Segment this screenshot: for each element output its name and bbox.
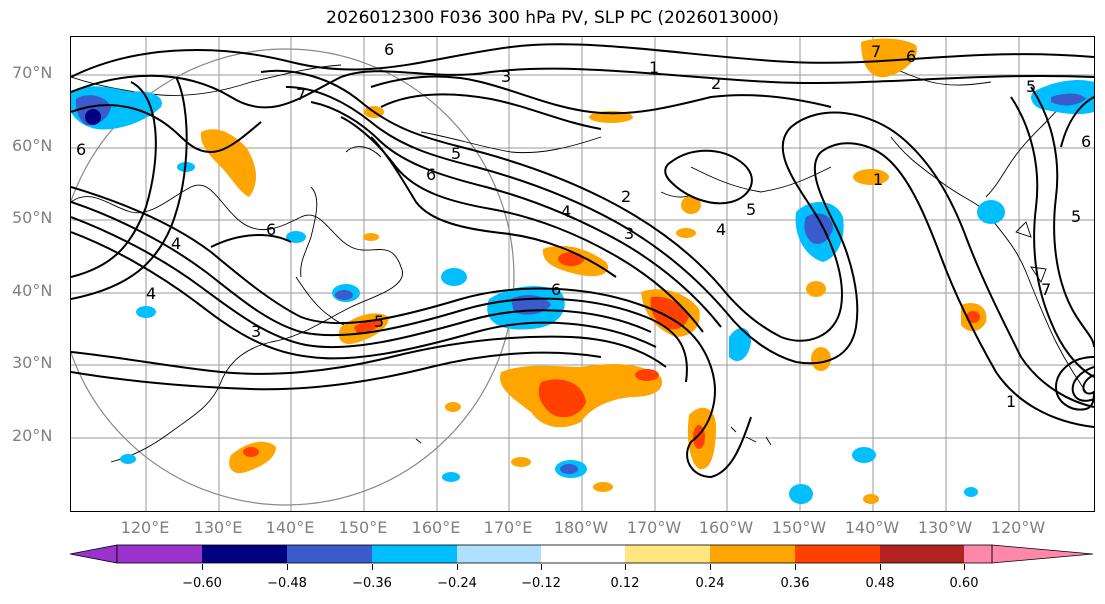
contour-label: 6 xyxy=(266,220,276,239)
colorbar-bin xyxy=(457,545,541,563)
colorbar-tick-label: −0.24 xyxy=(437,576,477,591)
lat-label-60n: 60°N xyxy=(12,136,53,155)
colorbar-tick-label: 0.60 xyxy=(949,576,979,591)
colorbar-tick-mark xyxy=(202,564,203,570)
map-title: 2026012300 F036 300 hPa PV, SLP PC (2026… xyxy=(326,8,779,28)
slp-contours xyxy=(71,43,1094,479)
colorbar-tick-label: −0.48 xyxy=(267,576,307,591)
map-canvas: 7 6 1 2 3 4 5 6 7 1 2 3 4 5 6 4 6 5 6 6 … xyxy=(71,37,1094,511)
map-panel: 7 6 1 2 3 4 5 6 7 1 2 3 4 5 6 4 6 5 6 6 … xyxy=(70,36,1095,512)
contour-label: 7 xyxy=(1041,280,1051,299)
colorbar-tick-mark xyxy=(372,564,373,570)
colorbar-tick-label: −0.60 xyxy=(182,576,222,591)
contour-label: 5 xyxy=(1071,207,1081,226)
colorbar-extend-high xyxy=(991,544,1094,564)
pv-anomalies xyxy=(71,38,1094,504)
lon-label-120e: 120°E xyxy=(120,518,170,537)
lon-label-170e: 170°E xyxy=(483,518,533,537)
contour-label: 7 xyxy=(871,42,881,61)
colorbar-bin xyxy=(964,545,992,563)
colorbar-tick-mark xyxy=(795,564,796,570)
colorbar-tick-label: 0.36 xyxy=(780,576,810,591)
colorbar-tick-mark xyxy=(964,564,965,570)
colorbar-bin xyxy=(372,545,457,563)
colorbar-tick-label: 0.12 xyxy=(610,576,640,591)
colorbar-tick-mark xyxy=(541,564,542,570)
lon-label-140w: 140°W xyxy=(844,518,900,537)
lat-label-50n: 50°N xyxy=(12,208,53,227)
contour-label: 2 xyxy=(621,187,631,206)
colorbar-bin xyxy=(710,545,795,563)
colorbar-bin xyxy=(541,545,625,563)
lat-label-20n: 20°N xyxy=(12,426,53,445)
contour-label: 4 xyxy=(716,220,726,239)
contour-label: 5 xyxy=(1026,77,1036,96)
lon-label-130e: 130°E xyxy=(193,518,243,537)
contour-label: 5 xyxy=(746,200,756,219)
contour-label: 3 xyxy=(501,67,511,86)
lon-label-120w: 120°W xyxy=(990,518,1046,537)
contour-label: 5 xyxy=(451,144,461,163)
lon-label-150e: 150°E xyxy=(338,518,388,537)
colorbar-bin xyxy=(795,545,880,563)
lon-label-160e: 160°E xyxy=(411,518,461,537)
colorbar-bin xyxy=(880,545,964,563)
contour-label: 6 xyxy=(426,165,436,184)
colorbar-tick-mark xyxy=(710,564,711,570)
colorbar-extend-low xyxy=(69,544,118,564)
lat-label-30n: 30°N xyxy=(12,353,53,372)
range-circle xyxy=(71,48,515,506)
colorbar-tick-label: 0.48 xyxy=(865,576,895,591)
contour-label: 1 xyxy=(873,170,883,189)
lat-label-40n: 40°N xyxy=(12,281,53,300)
contour-label: 3 xyxy=(624,224,634,243)
colorbar-bin xyxy=(625,545,710,563)
colorbar xyxy=(69,544,1094,564)
colorbar-tick-label: −0.12 xyxy=(521,576,561,591)
contour-label: 4 xyxy=(146,284,156,303)
contour-label: 1 xyxy=(1006,392,1016,411)
contour-label-group: 7 6 1 2 3 4 5 6 7 1 2 3 4 5 6 4 6 5 6 6 … xyxy=(76,40,1091,411)
contour-label: 6 xyxy=(551,280,561,299)
colorbar-tick-label: 0.24 xyxy=(695,576,725,591)
contour-label: 3 xyxy=(251,322,261,341)
colorbar-bin xyxy=(117,545,202,563)
contour-label: 6 xyxy=(1081,132,1091,151)
lat-label-70n: 70°N xyxy=(12,63,53,82)
contour-label: 4 xyxy=(561,202,571,221)
contour-label: 6 xyxy=(906,47,916,66)
lon-label-170w: 170°W xyxy=(626,518,682,537)
contour-label: 5 xyxy=(374,312,384,331)
contour-label: 6 xyxy=(384,40,394,59)
contour-label: 4 xyxy=(171,234,181,253)
colorbar-tick-mark xyxy=(457,564,458,570)
colorbar-tick-label: −0.36 xyxy=(352,576,392,591)
lon-label-140e: 140°E xyxy=(265,518,315,537)
lon-label-130w: 130°W xyxy=(917,518,973,537)
colorbar-tick-mark xyxy=(287,564,288,570)
contour-label: 2 xyxy=(711,74,721,93)
colorbar-tick-mark xyxy=(625,564,626,570)
lon-label-180w: 180°W xyxy=(553,518,609,537)
lon-label-150w: 150°W xyxy=(771,518,827,537)
colorbar-tick-mark xyxy=(880,564,881,570)
contour-label: 7 xyxy=(296,85,306,104)
colorbar-bin xyxy=(202,545,287,563)
colorbar-bin xyxy=(287,545,372,563)
lon-label-160w: 160°W xyxy=(698,518,754,537)
contour-label: 1 xyxy=(649,58,659,77)
contour-label: 6 xyxy=(76,140,86,159)
